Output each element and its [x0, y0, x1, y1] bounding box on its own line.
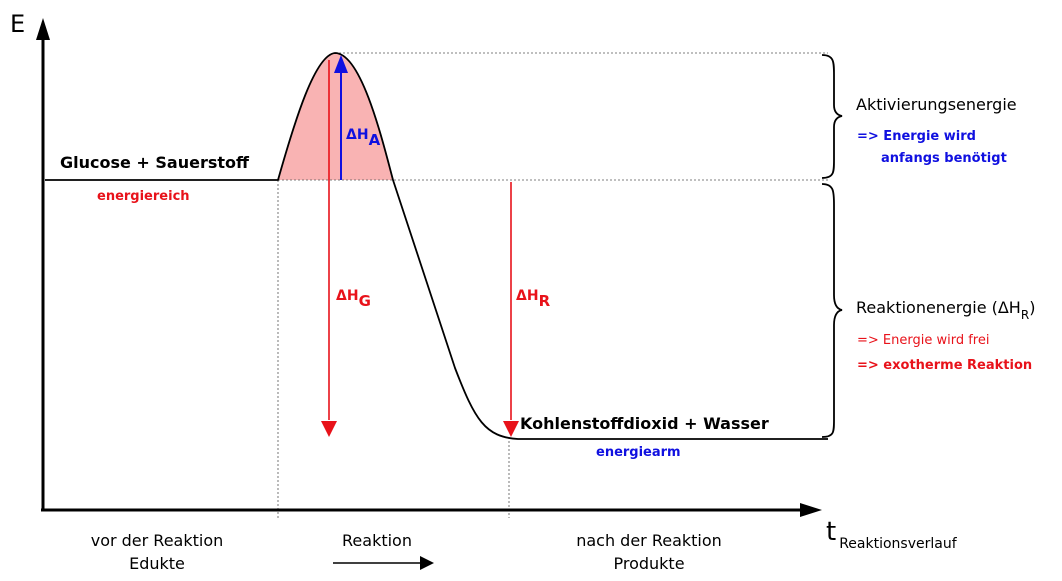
total-energy-arrow [321, 60, 337, 437]
y-axis-arrowhead [36, 18, 50, 40]
reaction-brace [821, 183, 843, 438]
x-axis-arrowhead [800, 503, 822, 517]
activation-brace [821, 54, 843, 179]
end-state-title: Kohlenstoffdioxid + Wasser [520, 414, 769, 433]
activation-energy-title: Aktivierungsenergie [856, 95, 1017, 114]
reaction-note-line2: => exotherme Reaktion [857, 358, 1032, 373]
phase-before-line2: Edukte [129, 554, 185, 573]
start-state-title: Glucose + Sauerstoff [60, 153, 250, 172]
end-state-subtitle: energiearm [596, 445, 681, 460]
reaction-energy-arrow [503, 182, 519, 437]
activation-note-line1: => Energie wird [857, 129, 976, 144]
reaction-phase-arrowhead [420, 556, 434, 570]
x-axis-label: t Reaktionsverlauf [826, 517, 958, 552]
total-energy-arrow-label: ΔHG [336, 288, 371, 310]
activation-arrow [334, 55, 348, 180]
reaction-energy-arrow-label: ΔHR [516, 288, 551, 310]
axes [36, 18, 822, 517]
phase-after-line2: Produkte [613, 554, 684, 573]
activation-arrow-label: ΔHA [346, 127, 381, 149]
energy-curve [45, 52, 828, 440]
start-state-subtitle: energiereich [97, 189, 190, 204]
reaction-energy-title: Reaktionenergie (ΔHR) [856, 298, 1035, 322]
y-axis-label: E [10, 10, 25, 38]
phase-before-line1: vor der Reaktion [91, 531, 224, 550]
phase-during: Reaktion [342, 531, 412, 550]
activation-area [278, 53, 393, 180]
reaction-note-line1: => Energie wird frei [857, 333, 989, 348]
guide-lines [277, 52, 828, 518]
phase-after-line1: nach der Reaktion [576, 531, 722, 550]
activation-note-line2: anfangs benötigt [881, 151, 1007, 166]
